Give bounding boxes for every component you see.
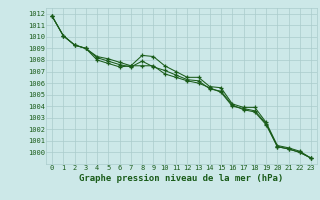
- X-axis label: Graphe pression niveau de la mer (hPa): Graphe pression niveau de la mer (hPa): [79, 174, 284, 183]
